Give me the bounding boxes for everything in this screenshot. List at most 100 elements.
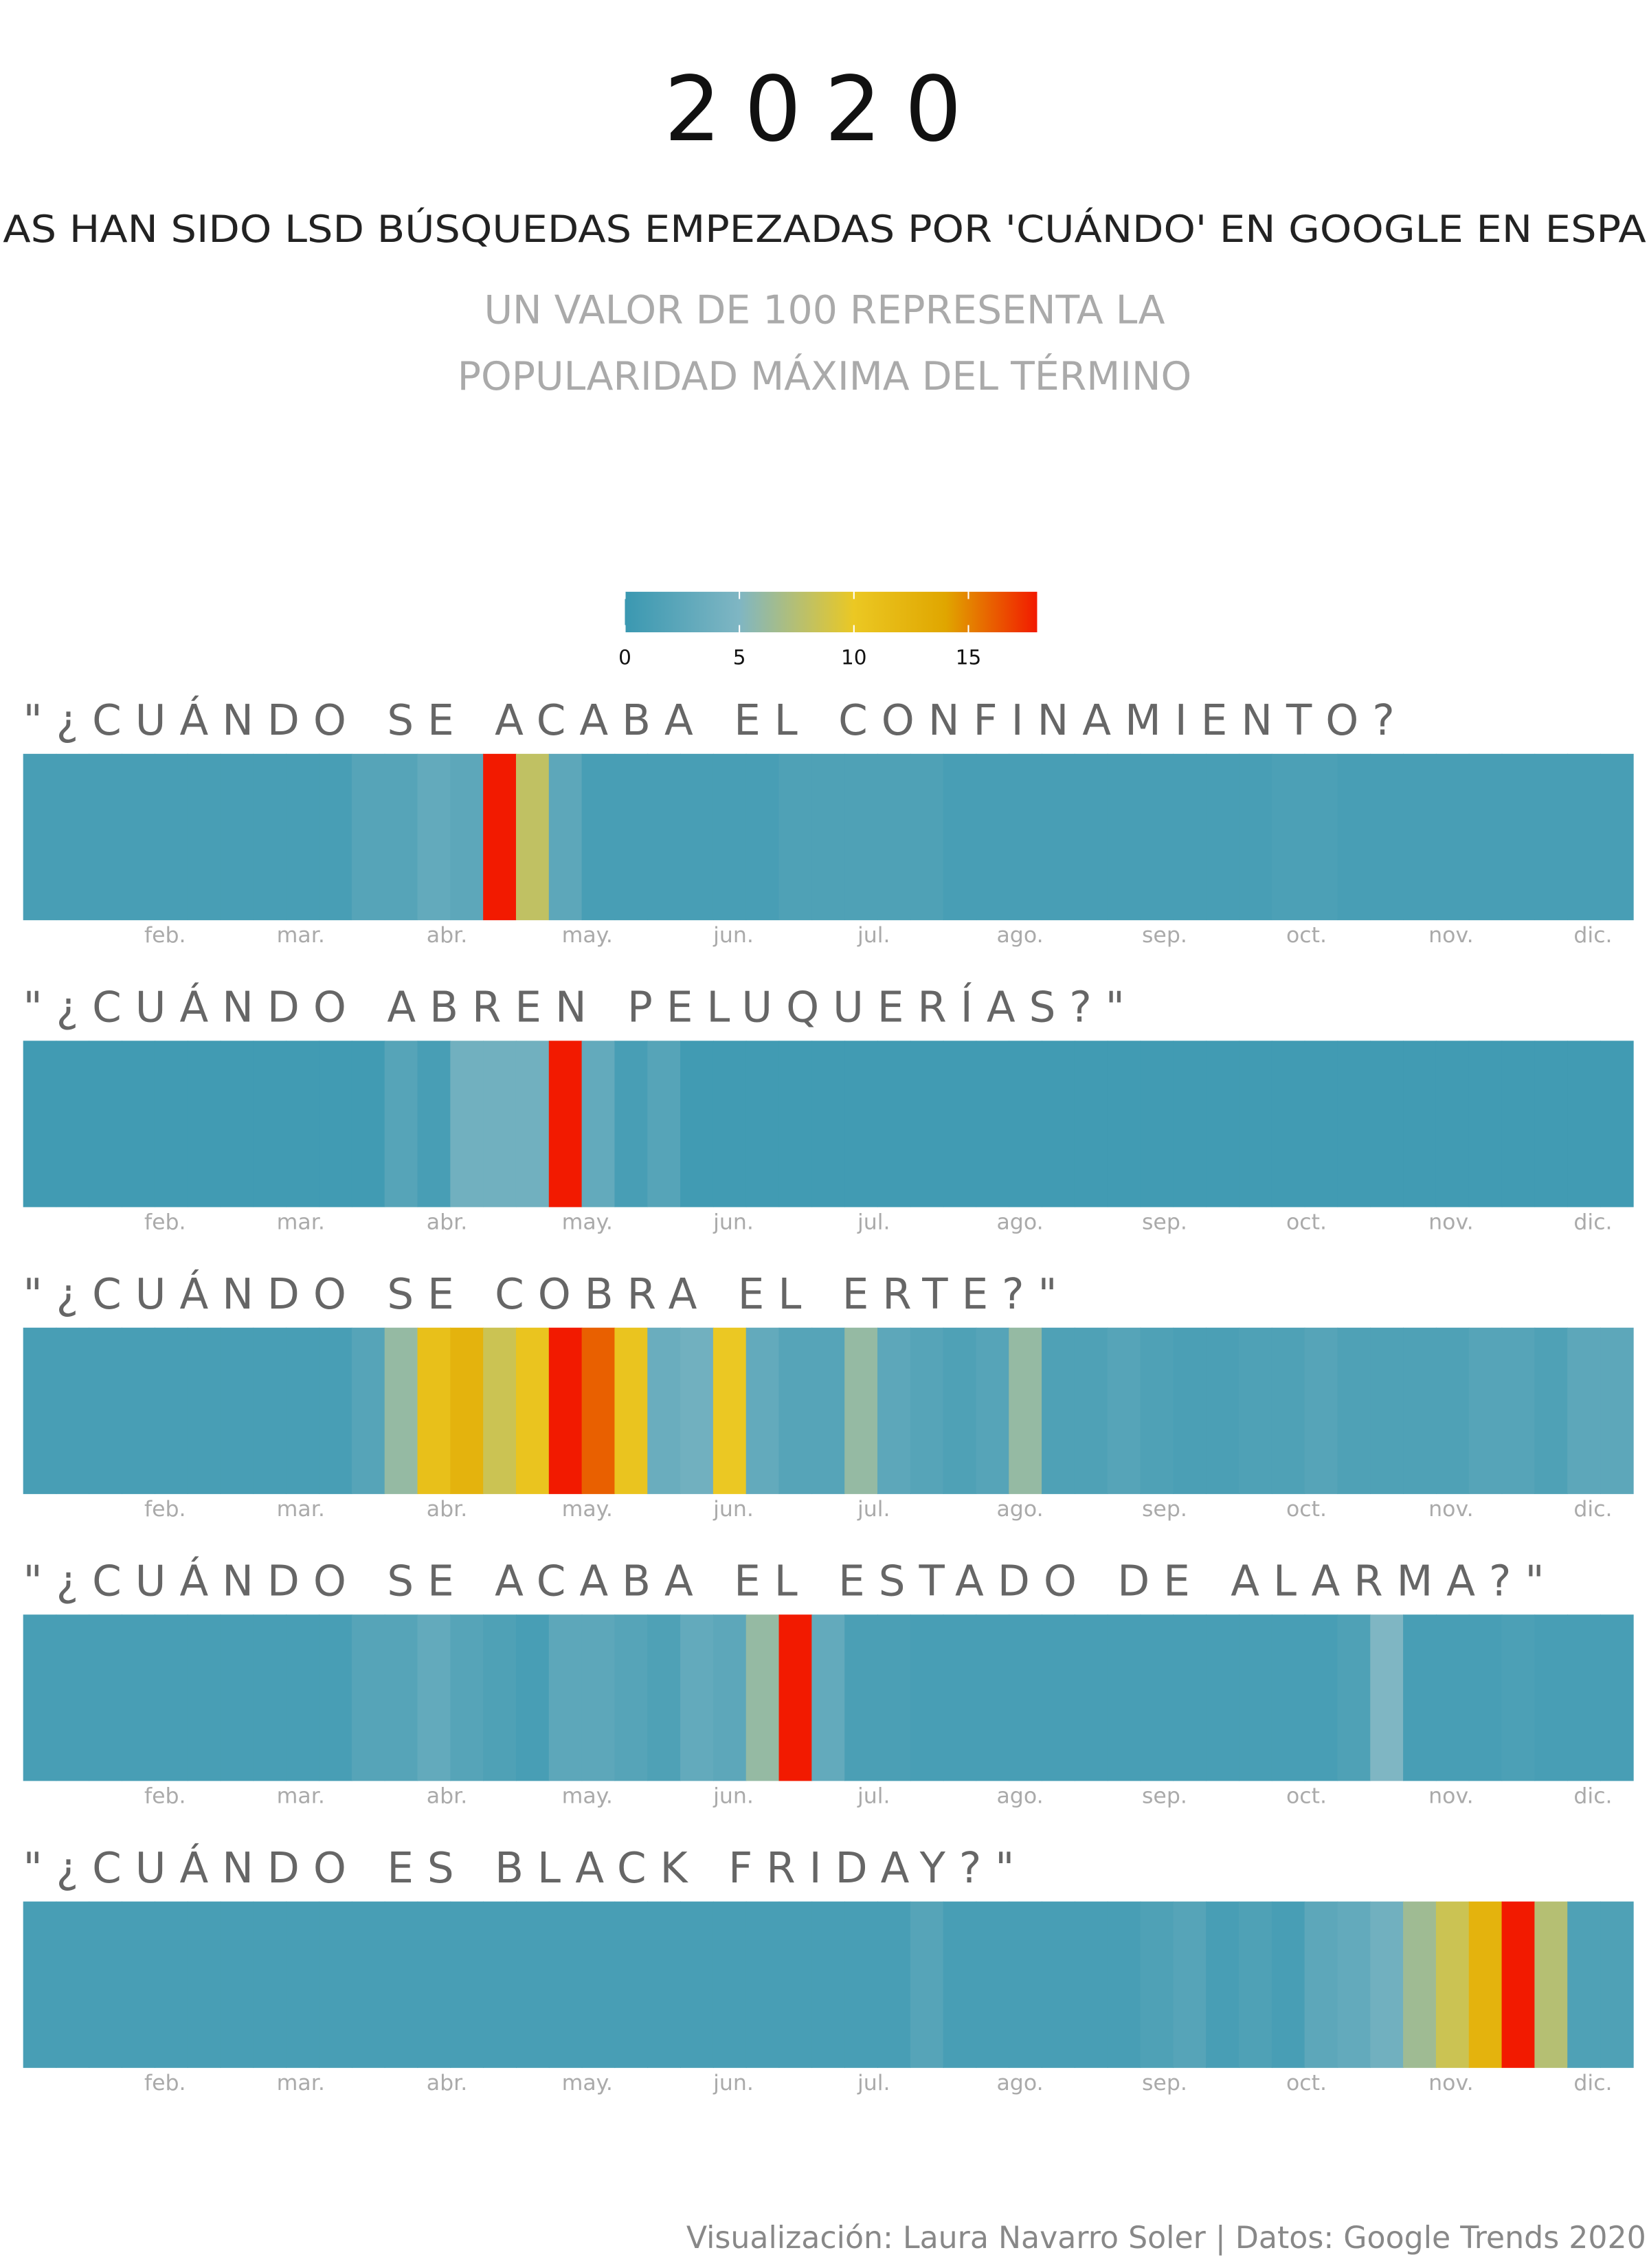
heat-cell (1567, 1327, 1601, 1494)
heat-cell (515, 1614, 550, 1781)
heat-cell (1534, 753, 1569, 920)
heat-cell (614, 1327, 649, 1494)
heat-cell (1239, 1327, 1272, 1494)
heat-cell (89, 1901, 122, 2068)
heat-cell (1370, 1901, 1404, 2068)
heat-cell (1468, 1327, 1503, 1494)
heatmap-strip (23, 753, 1634, 920)
heat-cell (844, 1041, 878, 1208)
heat-cell (943, 753, 977, 920)
x-tick-label: feb. (144, 923, 186, 948)
heat-cell (680, 753, 714, 920)
x-tick-label: ago. (996, 1784, 1043, 1809)
heat-cell (745, 1327, 780, 1494)
heat-cell (745, 1614, 780, 1781)
heat-cell (351, 1041, 385, 1208)
heat-cell (253, 1041, 287, 1208)
heat-cell (1074, 1901, 1108, 2068)
heat-cell (286, 1901, 319, 2068)
heat-cell (713, 1901, 747, 2068)
x-tick-label: dic. (1573, 2071, 1612, 2095)
heat-cell (943, 1041, 977, 1208)
chart-title: "¿CUÁNDO SE COBRA EL ERTE?" (23, 1270, 1071, 1319)
heat-cell (778, 1041, 813, 1208)
heat-cell (1337, 1327, 1371, 1494)
x-tick-label: may. (562, 1784, 613, 1809)
x-tick-label: jul. (857, 1784, 890, 1809)
heat-cell (220, 1901, 254, 2068)
chart-title: "¿CUÁNDO ES BLACK FRIDAY?" (23, 1844, 1029, 1893)
x-tick-label: ago. (996, 2071, 1043, 2095)
x-tick-label: jul. (857, 1210, 890, 1235)
heat-cell (647, 1901, 681, 2068)
heat-cell (877, 1901, 911, 2068)
heat-cell (1435, 1614, 1470, 1781)
chart-title: "¿CUÁNDO SE ACABA EL ESTADO DE ALARMA?" (23, 1557, 1558, 1606)
heat-cell (89, 1614, 122, 1781)
x-tick-label: feb. (144, 1784, 186, 1809)
heat-cell (745, 1901, 780, 2068)
heat-cell (286, 753, 319, 920)
heat-cell (483, 1614, 517, 1781)
heat-cell (844, 1901, 878, 2068)
x-tick-label: abr. (427, 1497, 468, 1522)
heat-cell (877, 1327, 911, 1494)
x-tick-label: dic. (1573, 923, 1612, 948)
heat-cell (811, 1901, 846, 2068)
heat-cell (910, 1901, 944, 2068)
x-tick-label: ago. (996, 923, 1043, 948)
x-tick-label: mar. (277, 923, 325, 948)
heat-cell (1501, 1041, 1536, 1208)
heat-cell (1600, 1041, 1634, 1208)
heat-cell (56, 1901, 90, 2068)
heat-cell (811, 1041, 846, 1208)
heat-cell (1567, 1614, 1601, 1781)
heat-cell (614, 753, 649, 920)
x-tick-label: may. (562, 923, 613, 948)
x-tick-label: mar. (277, 1784, 325, 1809)
heat-cell (778, 1901, 813, 2068)
x-tick-label: feb. (144, 1210, 186, 1235)
color-bar-label: 0 (618, 645, 631, 669)
heat-cell (1042, 1901, 1075, 2068)
heat-cell (1239, 753, 1272, 920)
x-tick-label: may. (562, 1497, 613, 1522)
color-bar-label: 5 (733, 645, 746, 669)
heat-cell (1337, 1901, 1371, 2068)
heat-cell (417, 1041, 451, 1208)
heat-cell (1206, 1614, 1239, 1781)
heat-cell (647, 1327, 681, 1494)
heat-cell (515, 753, 550, 920)
x-tick-label: jul. (857, 2071, 890, 2095)
heat-cell (548, 753, 583, 920)
heat-cell (614, 1614, 649, 1781)
heat-cell (1435, 1041, 1470, 1208)
heat-cell (220, 1614, 254, 1781)
heat-cell (976, 1901, 1010, 2068)
heat-cell (581, 1327, 616, 1494)
heat-cell (1173, 753, 1207, 920)
x-tick-label: nov. (1428, 1497, 1474, 1522)
x-tick-label: jul. (857, 1497, 890, 1522)
heat-cell (1567, 1901, 1601, 2068)
heat-cell (1370, 753, 1404, 920)
x-tick-label: mar. (277, 1497, 325, 1522)
color-bar-label: 15 (956, 645, 982, 669)
heat-cell (1271, 1901, 1305, 2068)
heat-cell (286, 1041, 319, 1208)
heat-cell (417, 1327, 451, 1494)
heat-cell (384, 1327, 418, 1494)
heat-cell (483, 1901, 517, 2068)
heat-cell (351, 1327, 385, 1494)
heat-cell (1107, 753, 1141, 920)
x-tick-label: may. (562, 1210, 613, 1235)
heat-cell (1567, 753, 1601, 920)
heat-cell (253, 753, 287, 920)
heat-cell (1107, 1327, 1141, 1494)
heat-cell (680, 1327, 714, 1494)
note-line: POPULARIDAD MÁXIMA DEL TÉRMINO (458, 353, 1192, 399)
heat-cell (1271, 1327, 1305, 1494)
x-tick-label: abr. (427, 1784, 468, 1809)
heat-cell (976, 753, 1010, 920)
